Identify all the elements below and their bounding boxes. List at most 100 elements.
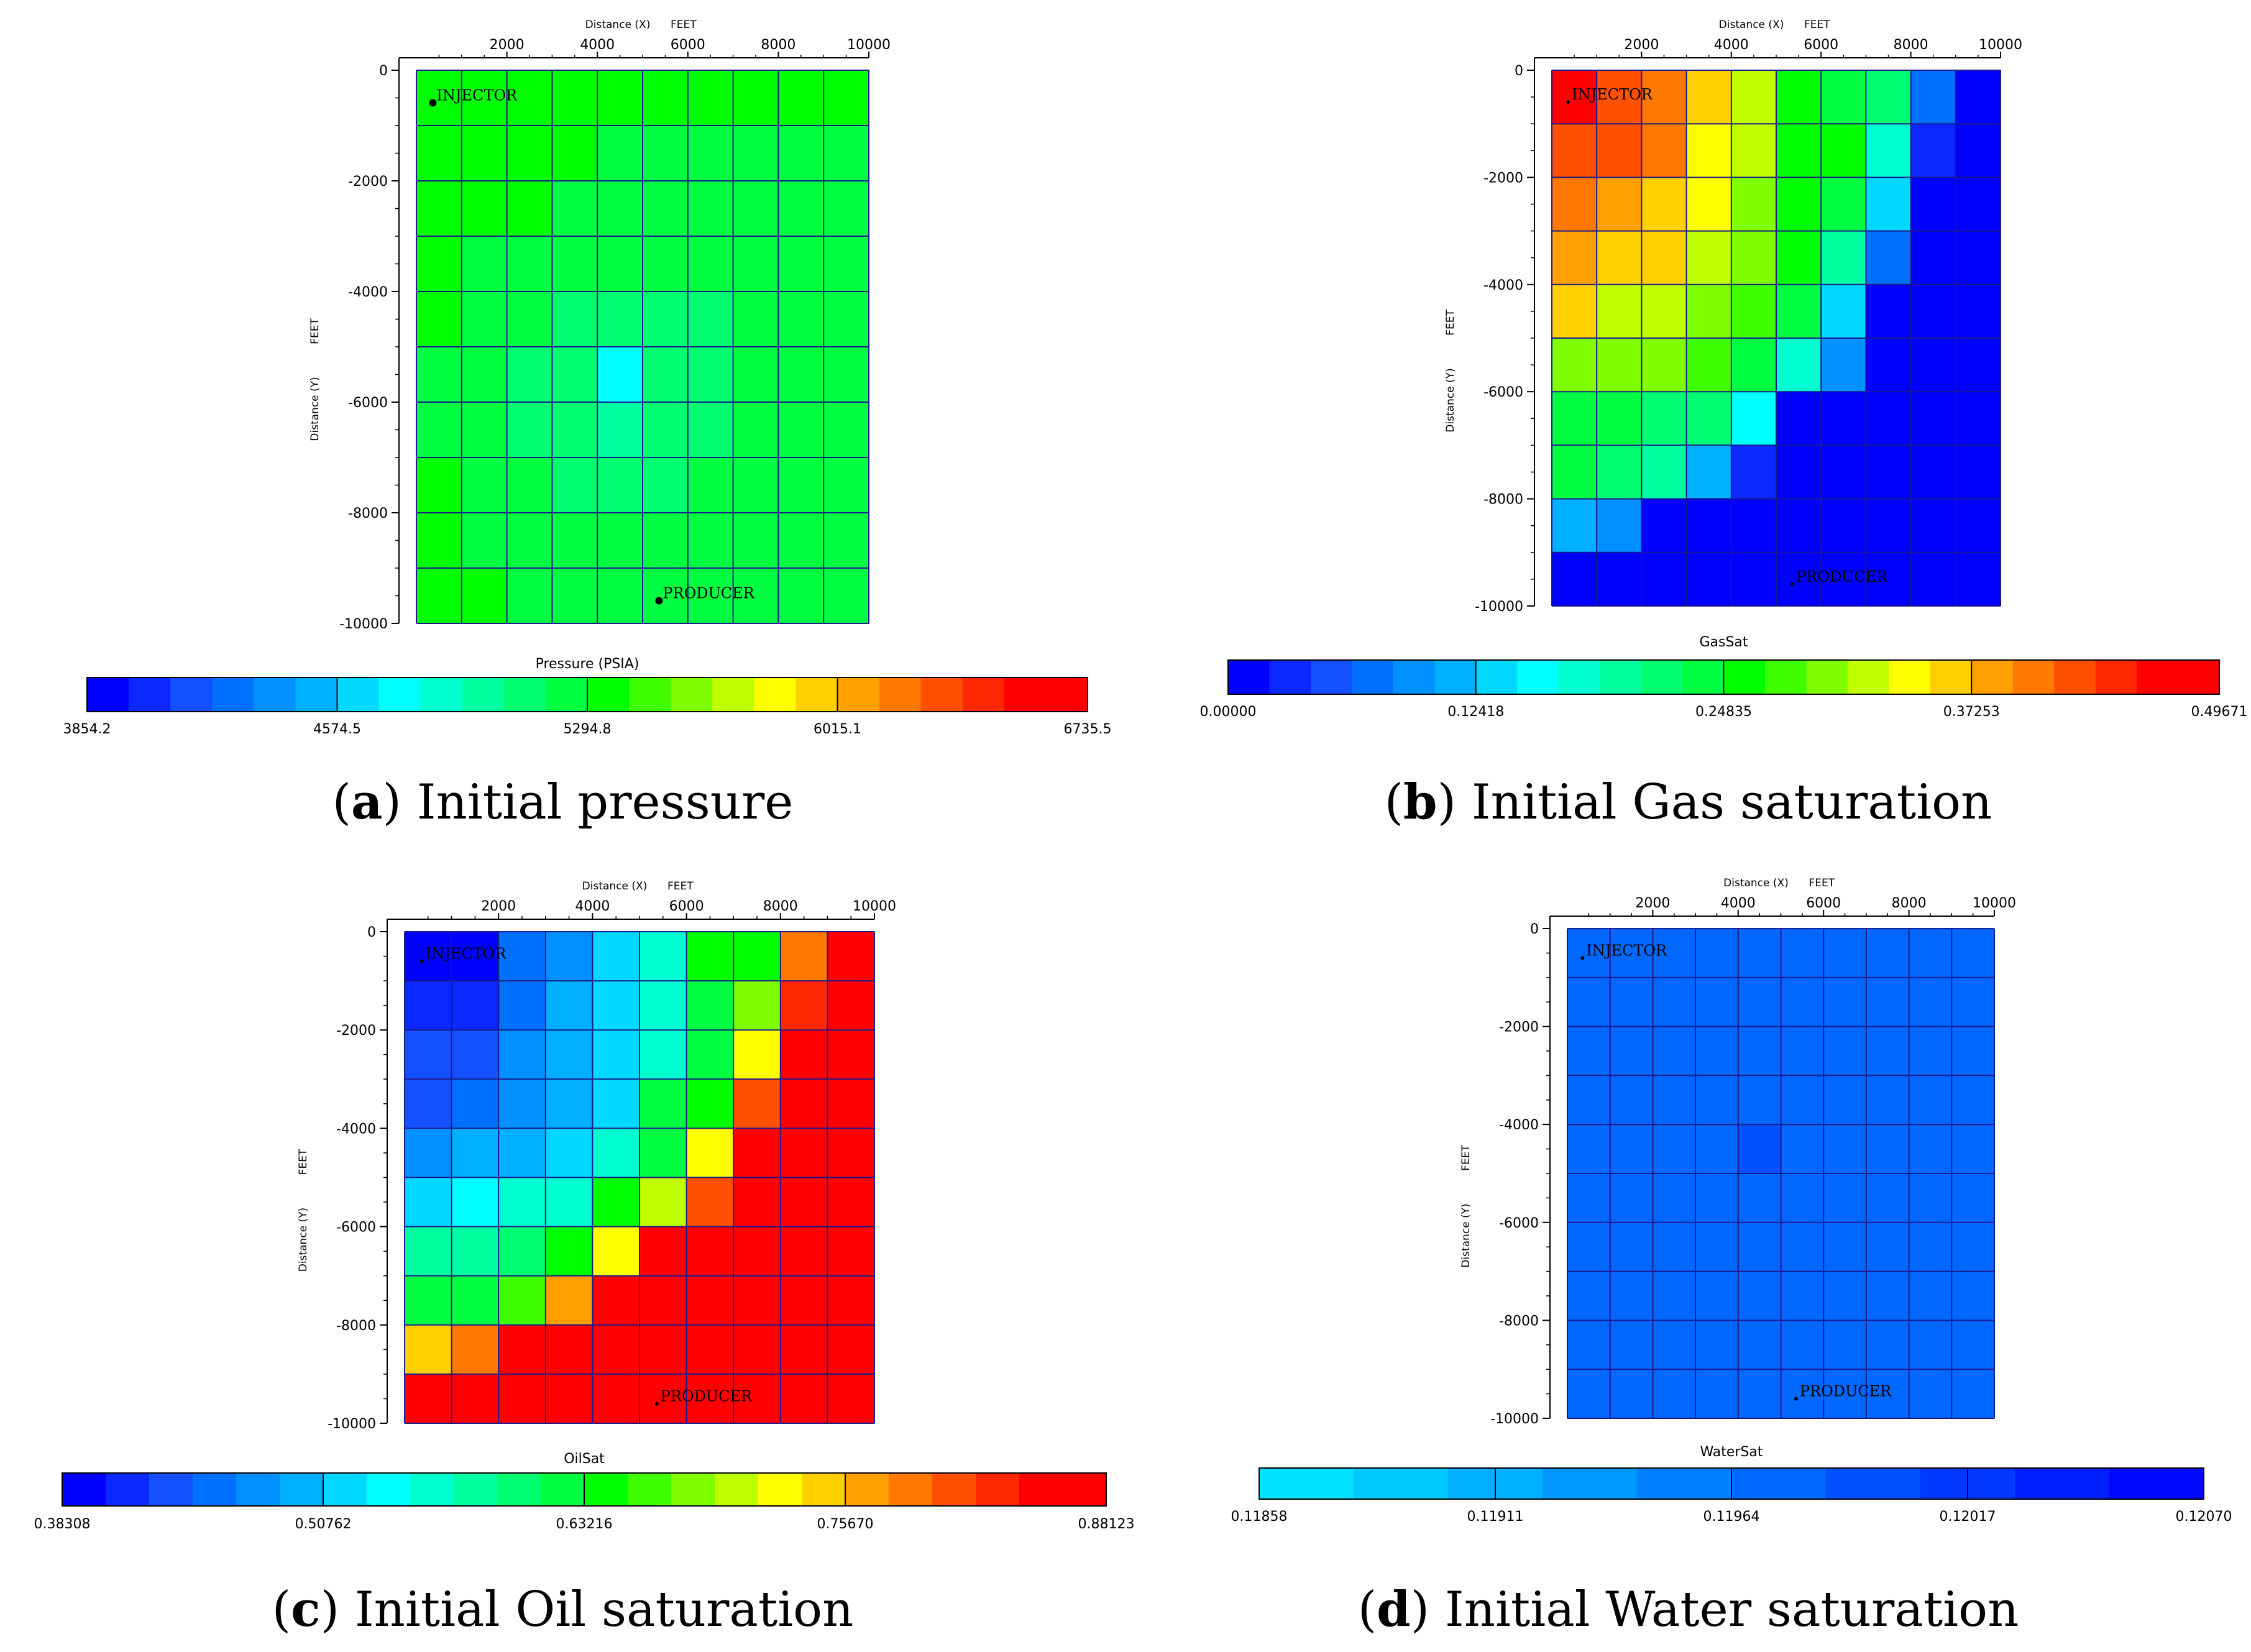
colorbar-swatch: [629, 677, 671, 712]
x-axis-label: Distance (X): [585, 19, 651, 31]
y-axis-unit: FEET: [309, 318, 321, 344]
colorbar-swatch: [2054, 660, 2096, 694]
heatmap-cell: [545, 1177, 593, 1228]
heatmap-cell: [1823, 1222, 1867, 1272]
heatmap-cell: [545, 1226, 593, 1277]
heatmap-cell: [1823, 929, 1867, 978]
heatmap-cell: [1866, 177, 1912, 232]
heatmap-cell: [1695, 1075, 1739, 1125]
colorbar-tick-label: 0.24835: [1695, 704, 1752, 720]
heatmap-cell: [592, 932, 640, 981]
heatmap-cell: [1738, 1124, 1781, 1174]
panel-initial-gas-saturation: 2000 4000 6000 8000 10000 Distance (X) FEET 0 -2…: [1126, 0, 2251, 830]
colorbar-swatch: [106, 1473, 150, 1506]
heatmap-cell: [1909, 929, 1952, 978]
heatmap-cell: [592, 1275, 640, 1326]
y-tick-label: -8000: [336, 1318, 376, 1334]
colorbar: [86, 677, 1088, 712]
well-marker: [429, 99, 437, 107]
heatmap-cell: [1653, 1075, 1696, 1125]
colorbar-swatch: [367, 1473, 411, 1506]
colorbar-swatch: [584, 1473, 628, 1506]
heatmap-cell: [1823, 1124, 1867, 1174]
heatmap-cell: [1823, 1075, 1867, 1125]
caption-c: (c) Initial Oil saturation: [272, 1581, 854, 1638]
x-tick-label: 2000: [1624, 37, 1659, 53]
heatmap-cell: [498, 1226, 546, 1277]
heatmap-cell: [1866, 552, 1912, 607]
heatmap-cell: [507, 70, 552, 126]
heatmap-cell: [1866, 1075, 1910, 1125]
y-axis-unit: FEET: [1460, 1145, 1472, 1171]
heatmap-cell: [640, 1374, 687, 1424]
heatmap-cell: [1552, 445, 1597, 500]
colorbar-swatch: [1475, 660, 1518, 694]
y-tick-label: 0: [379, 63, 388, 79]
well-marker: [419, 959, 424, 963]
colorbar-swatch: [837, 677, 880, 712]
heatmap-cell: [1738, 1173, 1781, 1223]
heatmap-cell: [1951, 929, 1995, 978]
colorbar-tick-label: 0.88123: [1078, 1517, 1135, 1532]
heatmap-cell: [1653, 1320, 1696, 1370]
caption-a: (a) Initial pressure: [332, 774, 794, 830]
heatmap-cell: [1731, 498, 1777, 553]
colorbar-swatch: [212, 677, 254, 712]
colorbar-swatch: [149, 1473, 193, 1506]
y-tick-label: 0: [367, 925, 376, 940]
heatmap-cell: [827, 981, 875, 1030]
heatmap-cell: [1909, 1026, 1952, 1076]
heatmap-cell: [778, 347, 824, 403]
colorbar-tick-label: 0.12070: [2176, 1509, 2232, 1525]
x-tick-label: 4000: [1721, 896, 1756, 911]
heatmap-cell: [405, 1177, 452, 1228]
heatmap-cell: [552, 457, 598, 513]
x-axis-unit: FEET: [1804, 19, 1830, 31]
heatmap-cell: [1641, 70, 1687, 124]
x-tick-label: 2000: [1635, 896, 1670, 911]
heatmap-cell: [405, 981, 452, 1030]
heatmap-cell: [733, 1128, 781, 1178]
heatmap-cell: [1866, 392, 1912, 446]
heatmap-cell: [640, 1177, 687, 1228]
y-tick-label: -10000: [339, 617, 388, 632]
colorbar-tick-label: 0.11911: [1467, 1509, 1524, 1525]
heatmap-cell: [733, 347, 779, 403]
heatmap-cell: [507, 347, 552, 403]
heatmap-cell: [1567, 929, 1611, 978]
x-tick-label: 8000: [1894, 37, 1928, 53]
heatmap-cell: [552, 568, 598, 624]
heatmap-cell: [643, 513, 689, 569]
heatmap-cell: [1909, 1271, 1952, 1321]
caption-d: (d) Initial Water saturation: [1357, 1581, 2019, 1638]
heatmap-cell: [1597, 498, 1642, 553]
x-tick-label: 6000: [1804, 37, 1838, 53]
heatmap-cell: [1781, 977, 1824, 1027]
heatmap-cell: [686, 1030, 734, 1080]
heatmap-cell: [640, 1324, 687, 1375]
y-tick-label: -4000: [336, 1121, 376, 1137]
heatmap-cell: [1821, 552, 1866, 607]
colorbar-swatch: [295, 677, 337, 712]
heatmap-cell: [461, 70, 508, 126]
heatmap-cell: [823, 126, 869, 181]
heatmap-cell: [823, 347, 869, 403]
heatmap-cell: [1951, 1075, 1995, 1125]
y-tick-label: -4000: [1483, 278, 1523, 293]
heatmap-cell: [1821, 445, 1866, 500]
heatmap-cell: [597, 291, 643, 347]
heatmap-cell: [1823, 1369, 1867, 1419]
heatmap-cell: [1738, 1222, 1781, 1272]
heatmap-cell: [823, 236, 869, 292]
colorbar-tick-label: 0.37253: [1943, 704, 2000, 720]
heatmap-cell: [1738, 1271, 1781, 1321]
heatmap-cell: [733, 513, 779, 569]
heatmap-cell: [461, 513, 508, 569]
heatmap-cell: [687, 513, 734, 569]
heatmap-cell: [733, 402, 779, 458]
heatmap-cell: [1781, 1222, 1824, 1272]
heatmap-cell: [1738, 1369, 1781, 1419]
heatmap-cell: [592, 1079, 640, 1129]
colorbar-swatch: [545, 677, 588, 712]
heatmap-cell: [733, 1275, 781, 1326]
